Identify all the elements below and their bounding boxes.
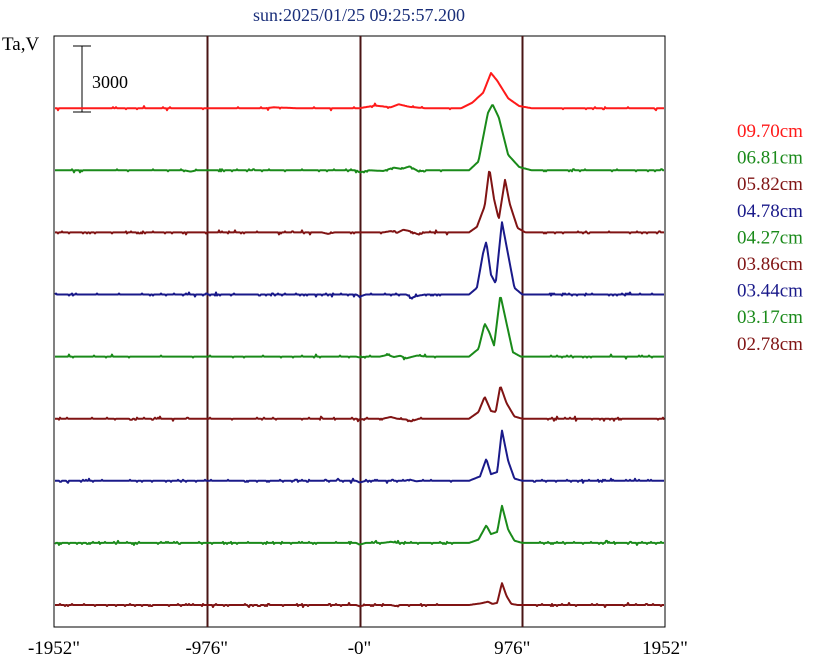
series-line-09.70cm	[55, 72, 664, 112]
x-axis-ticks: -1952" -976" -0" 976" 1952"	[28, 638, 688, 659]
x-tick-label-3: 976"	[494, 638, 530, 659]
legend-entry-05.82cm: 05.82cm	[737, 174, 803, 195]
series-line-03.44cm	[55, 429, 664, 484]
series-line-03.86cm	[55, 386, 665, 423]
scale-bar: 3000	[73, 45, 128, 113]
series-line-02.78cm	[55, 582, 664, 608]
series-line-06.81cm	[55, 104, 664, 174]
y-axis-label: Ta,V	[2, 34, 39, 55]
legend-entry-03.17cm: 03.17cm	[737, 307, 803, 328]
x-tick-label-2: -0"	[348, 638, 372, 659]
series-line-03.17cm	[54, 504, 664, 546]
legend-entry-02.78cm: 02.78cm	[737, 334, 803, 355]
series-line-04.78cm	[54, 221, 664, 300]
scale-bar-label: 3000	[92, 72, 128, 92]
x-tick-label-0: -1952"	[28, 638, 80, 659]
legend-entry-04.27cm: 04.27cm	[737, 227, 803, 248]
chart-title: sun:2025/01/25 09:25:57.200	[253, 5, 465, 25]
legend-entry-03.44cm: 03.44cm	[737, 281, 803, 302]
x-tick-label-4: 1952"	[642, 638, 688, 659]
series-line-05.82cm	[55, 170, 664, 236]
legend-entry-04.78cm: 04.78cm	[737, 201, 803, 222]
legend-entry-03.86cm: 03.86cm	[737, 254, 803, 275]
vertical-reference-lines	[206, 36, 524, 627]
legend-entry-06.81cm: 06.81cm	[737, 148, 803, 169]
x-tick-label-1: -976"	[185, 638, 228, 659]
series-line-04.27cm	[55, 296, 664, 361]
legend-entry-09.70cm: 09.70cm	[737, 121, 803, 142]
legend: 09.70cm 06.81cm 05.82cm 04.78cm 04.27cm 03.86…	[737, 121, 803, 355]
series-layer	[54, 72, 665, 608]
